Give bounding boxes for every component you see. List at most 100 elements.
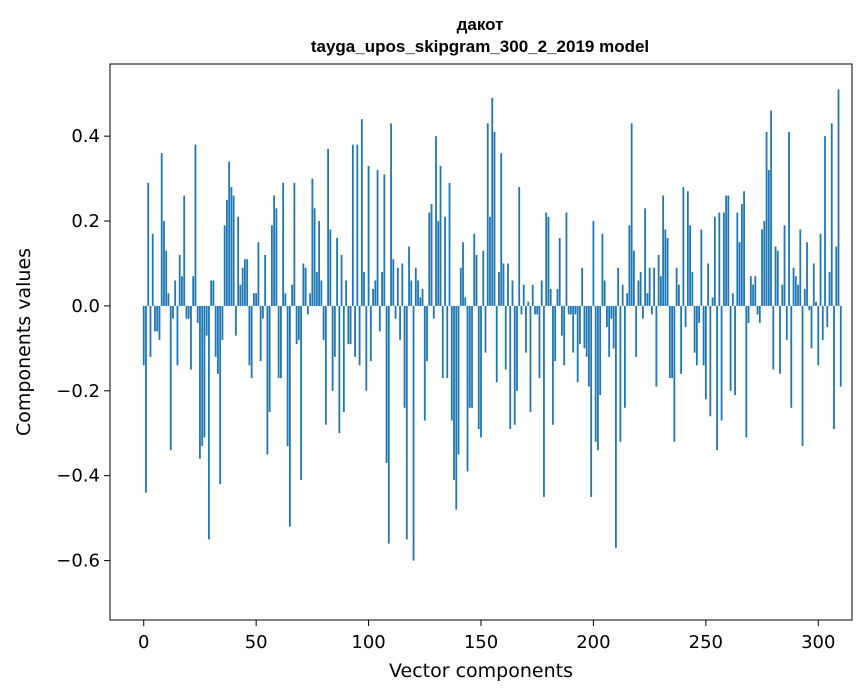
bar-65 <box>288 305 291 527</box>
bar-255 <box>716 305 718 451</box>
bar-88 <box>340 254 343 306</box>
bar-57 <box>270 225 273 306</box>
bar-170 <box>525 305 527 353</box>
bar-296 <box>808 305 811 311</box>
bar-12 <box>169 305 172 451</box>
bar-80 <box>322 305 325 340</box>
bar-266 <box>740 204 743 306</box>
bar-59 <box>275 208 278 306</box>
bar-225 <box>648 267 651 306</box>
bar-24 <box>196 305 199 323</box>
bar-9 <box>163 221 165 306</box>
bar-52 <box>259 305 262 362</box>
bar-172 <box>529 305 532 413</box>
bar-306 <box>830 123 833 306</box>
bar-279 <box>770 110 772 306</box>
bar-229 <box>657 254 660 306</box>
y-tick-label: 0.4 <box>71 126 100 147</box>
bar-243 <box>689 225 692 306</box>
bar-98 <box>363 271 365 306</box>
bar-206 <box>606 305 608 328</box>
bar-261 <box>729 305 732 391</box>
bar-100 <box>367 165 370 306</box>
bar-205 <box>603 280 606 306</box>
bar-221 <box>639 271 642 306</box>
bar-303 <box>824 136 826 306</box>
bar-174 <box>534 305 536 315</box>
bar-148 <box>475 254 478 306</box>
bar-78 <box>318 221 321 306</box>
bar-14 <box>174 280 177 306</box>
bar-143 <box>464 297 467 306</box>
bar-207 <box>608 305 611 357</box>
bar-178 <box>543 305 545 497</box>
bar-86 <box>336 238 338 306</box>
bar-155 <box>491 97 494 306</box>
bar-304 <box>826 305 829 328</box>
bar-234 <box>668 305 671 379</box>
bar-141 <box>459 267 462 306</box>
bar-43 <box>239 284 242 306</box>
bar-272 <box>754 276 757 306</box>
bar-95 <box>356 144 359 306</box>
bar-136 <box>448 182 451 306</box>
bar-203 <box>599 305 602 396</box>
bar-184 <box>556 288 559 306</box>
bar-211 <box>617 267 620 306</box>
bar-107 <box>383 174 386 306</box>
bar-154 <box>489 216 491 306</box>
bar-3 <box>149 305 152 357</box>
bar-209 <box>612 305 615 349</box>
bar-93 <box>351 144 354 306</box>
x-tick-label: 150 <box>464 632 498 653</box>
bar-278 <box>767 170 770 306</box>
bar-197 <box>585 305 588 357</box>
bar-305 <box>828 271 831 306</box>
y-tick-label: 0.0 <box>71 296 100 317</box>
bar-115 <box>401 263 404 306</box>
y-axis: −0.6 −0.4 −0.2 0.0 0.2 0.4 <box>56 126 110 572</box>
bar-67 <box>293 182 296 306</box>
bar-19 <box>185 305 188 319</box>
bar-253 <box>711 297 714 306</box>
bar-190 <box>570 305 572 315</box>
bar-49 <box>253 293 255 306</box>
bar-11 <box>167 293 170 306</box>
bar-82 <box>327 148 330 306</box>
bar-258 <box>722 212 725 306</box>
bar-140 <box>457 305 460 455</box>
bar-97 <box>360 119 363 306</box>
bar-226 <box>650 305 653 315</box>
bar-169 <box>522 284 525 306</box>
bar-249 <box>702 305 705 366</box>
bar-164 <box>511 280 514 306</box>
bar-208 <box>610 305 613 319</box>
bar-268 <box>745 305 748 438</box>
bar-18 <box>183 195 186 306</box>
bar-173 <box>531 284 534 306</box>
bar-176 <box>538 305 541 379</box>
bar-13 <box>172 305 174 319</box>
bar-240 <box>682 187 685 306</box>
bar-125 <box>423 305 426 421</box>
bar-117 <box>405 305 408 540</box>
bar-242 <box>686 191 689 306</box>
bar-89 <box>342 305 345 413</box>
bar-0 <box>142 305 145 366</box>
y-tick-label: 0.2 <box>71 211 100 232</box>
bar-244 <box>691 271 694 306</box>
bar-104 <box>376 170 379 306</box>
bar-158 <box>498 271 500 306</box>
bar-106 <box>381 271 383 306</box>
bar-300 <box>817 305 820 366</box>
bar-151 <box>482 250 485 306</box>
bar-199 <box>590 305 593 497</box>
bar-58 <box>273 195 276 306</box>
bar-168 <box>520 305 523 315</box>
bar-91 <box>347 305 350 345</box>
bar-291 <box>797 284 799 306</box>
bar-53 <box>261 305 264 319</box>
bar-138 <box>453 305 455 480</box>
bar-69 <box>297 305 300 340</box>
